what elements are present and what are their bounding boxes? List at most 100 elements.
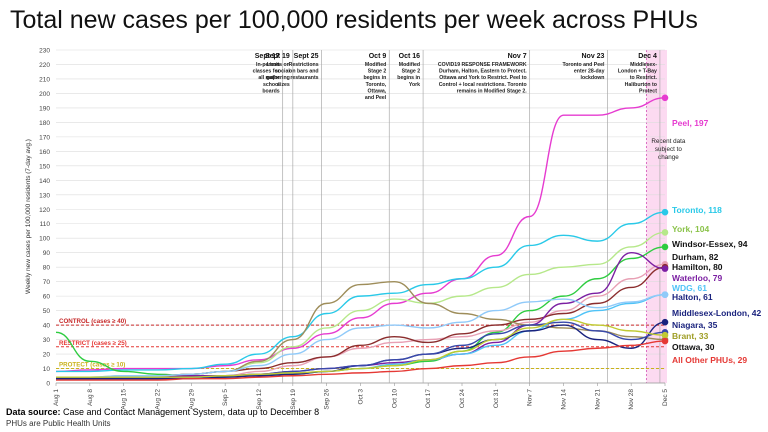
series-end-label: Middlesex-London, 42 [672, 308, 762, 318]
event-date: Sept 17 [255, 53, 280, 60]
y-tick-label: 20 [43, 352, 51, 359]
series-end-label: Durham, 82 [672, 252, 719, 262]
x-tick-label: Sep 12 [256, 389, 263, 410]
series-line-halton [56, 293, 666, 378]
series-end-label: Windsor-Essex, 94 [672, 239, 748, 249]
series-end-label: Brant, 33 [672, 331, 709, 341]
series-end-marker [661, 318, 669, 326]
event-note-line: on bars and [289, 69, 318, 75]
x-tick-label: Dec 5 [662, 389, 669, 406]
event-note-line: London + T-Bay [618, 69, 657, 75]
series-line-all-other-phus [56, 340, 666, 381]
y-tick-label: 180 [39, 120, 50, 127]
series-end-label: Ottawa, 30 [672, 342, 715, 352]
event-date: Dec 4 [638, 53, 657, 60]
event-date: Sept 19 [265, 53, 290, 60]
event-note-line: Modified [399, 62, 420, 68]
y-axis-label: Weekly new cases per 100,000 residents (… [25, 139, 32, 294]
series-line-hamilton [56, 266, 666, 378]
event-date: Nov 7 [508, 53, 527, 60]
event-note-line: Ottawa, [368, 88, 387, 94]
event-note-line: Ottawa and York to Restrict. Peel to [439, 75, 526, 81]
event-note-line: begins in [397, 75, 420, 81]
y-tick-label: 50 [43, 308, 51, 315]
x-tick-label: Oct 24 [459, 389, 466, 409]
series-end-label: WDG, 61 [672, 283, 707, 293]
series-end-marker [661, 94, 669, 102]
event-note-line: Middlesex- [630, 62, 657, 68]
event-date: Nov 23 [582, 53, 605, 60]
series-end-label: All Other PHUs, 29 [672, 355, 747, 365]
y-tick-label: 0 [46, 381, 50, 388]
event-note-line: lockdown [581, 75, 605, 81]
series-end-label: Waterloo, 79 [672, 273, 722, 283]
event-note-line: all major [258, 75, 279, 81]
y-tick-label: 100 [39, 236, 50, 243]
footer: Data source: Case and Contact Management… [6, 407, 319, 429]
x-tick-label: Oct 17 [425, 389, 432, 409]
event-note-line: social [275, 69, 290, 75]
shade-note-line: Recent data [651, 138, 685, 145]
event-date: Oct 16 [399, 53, 421, 60]
event-note-line: COVID19 RESPONSE FRAMEWORK [438, 62, 527, 68]
shade-note-line: subject to [655, 146, 682, 153]
series-end-label: Toronto, 118 [672, 205, 722, 215]
footer-note: PHUs are Public Health Units [6, 419, 111, 428]
y-tick-label: 70 [43, 279, 51, 286]
x-tick-label: Aug 15 [121, 389, 128, 410]
event-note-line: Limits on [267, 62, 290, 68]
event-note-line: Restrictions [289, 62, 319, 68]
y-tick-label: 120 [39, 207, 50, 214]
series-end-marker [661, 331, 669, 339]
event-note-line: Haliburton to [625, 82, 657, 88]
event-note-line: gathering [266, 75, 290, 81]
series-line-waterloo [56, 251, 666, 378]
series-end-marker [661, 337, 669, 345]
y-tick-label: 210 [39, 76, 50, 83]
event-note-line: classes for [253, 69, 280, 75]
series-end-label: Peel, 197 [672, 118, 709, 128]
y-tick-label: 30 [43, 337, 51, 344]
series-line-york [56, 231, 666, 378]
event-note-line: and Peel [365, 95, 387, 101]
series-end-marker [661, 243, 669, 251]
event-note-line: Durham, Halton, Eastern to Protect. [439, 69, 527, 75]
recent-data-shade [646, 50, 667, 383]
y-tick-label: 40 [43, 323, 51, 330]
x-tick-label: Aug 1 [53, 389, 60, 406]
series-line-peel [55, 97, 666, 373]
x-tick-label: Sep 26 [324, 389, 331, 410]
y-tick-label: 140 [39, 178, 50, 185]
y-tick-label: 60 [43, 294, 51, 301]
event-note-line: boards [262, 88, 279, 94]
source-text: Case and Contact Management System, data… [60, 407, 320, 417]
event-note-line: Control + local restrictions. Toronto [439, 82, 527, 88]
x-tick-label: Oct 10 [391, 389, 398, 409]
event-note-line: Protect [639, 88, 657, 94]
y-tick-label: 220 [39, 62, 50, 69]
x-tick-label: Oct 31 [493, 389, 500, 409]
y-tick-label: 130 [39, 192, 50, 199]
x-tick-label: Nov 14 [561, 389, 568, 410]
shade-note-line: change [658, 154, 679, 161]
series-end-marker [661, 229, 669, 236]
y-tick-label: 10 [43, 366, 51, 373]
y-tick-label: 190 [39, 105, 50, 112]
event-note-line: Toronto and Peel [562, 62, 605, 68]
series-end-label: Halton, 61 [672, 292, 713, 302]
event-note-line: restaurants [290, 75, 318, 81]
series-line-brant [56, 318, 666, 378]
x-tick-label: Oct 3 [358, 389, 365, 405]
y-tick-label: 110 [40, 221, 51, 228]
series-end-label: Hamilton, 80 [672, 262, 723, 272]
event-note-line: York [409, 82, 420, 88]
series-end-label: York, 104 [672, 224, 709, 234]
y-tick-label: 230 [39, 48, 50, 55]
chart-title: Total new cases per 100,000 residents pe… [10, 6, 698, 34]
event-note-line: Modified [365, 62, 386, 68]
series-end-marker [661, 265, 669, 272]
event-note-line: begins in [363, 75, 386, 81]
series-end-marker [661, 291, 669, 298]
series-end-label: Niagara, 35 [672, 320, 718, 330]
